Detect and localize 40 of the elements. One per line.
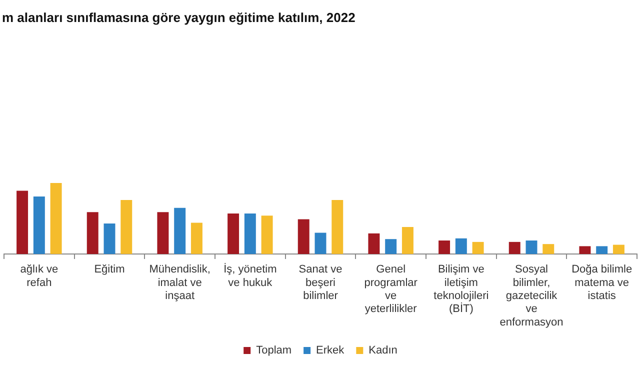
bar (190, 222, 202, 254)
bar (612, 244, 624, 254)
bar (472, 242, 484, 254)
bar (157, 212, 169, 254)
bar (542, 244, 554, 254)
x-tick-label: Bilişim ve iletişim teknolojileri (BİT) (434, 264, 489, 316)
bar (120, 200, 132, 254)
chart-title: m alanları sınıflamasına göre yaygın eğitime katılım, 2022 (2, 10, 356, 25)
x-tick-label: Sanat ve beşeri bilimler (298, 264, 342, 302)
bar (385, 239, 397, 254)
bar (455, 238, 467, 254)
x-tick-label: Mühendislik, imalat ve inşaat (149, 264, 210, 302)
legend-label: Kadın (368, 344, 398, 357)
x-tick-label: ağlık ve refah (20, 264, 58, 289)
bar (402, 227, 414, 254)
bar (438, 240, 450, 254)
x-tick-label: İş, yönetim ve hukuk (224, 262, 277, 289)
bar (314, 232, 326, 254)
x-tick-label: Doğa bilimle matema ve istatis (572, 264, 632, 302)
bar (104, 223, 116, 254)
x-tick-label: Genel programlar ve yeterlilikler (364, 264, 418, 316)
bar (526, 240, 538, 254)
bar (174, 208, 186, 254)
bar (33, 196, 45, 254)
bar (368, 233, 380, 254)
x-tick-label: Sosyal bilimler, gazetecilik ve enformasyon (500, 264, 564, 328)
legend-label: Erkek (316, 344, 345, 357)
bar (261, 216, 273, 254)
bar (50, 183, 62, 254)
bar (596, 246, 608, 254)
bar (16, 190, 28, 254)
bar (244, 214, 256, 254)
bar (298, 219, 310, 254)
bar (508, 242, 520, 254)
bar (579, 246, 591, 254)
bar (86, 212, 98, 254)
bar (332, 200, 344, 254)
legend-label: Toplam (256, 344, 292, 357)
x-tick-label: Eğitim (94, 264, 125, 276)
bar (228, 214, 240, 254)
